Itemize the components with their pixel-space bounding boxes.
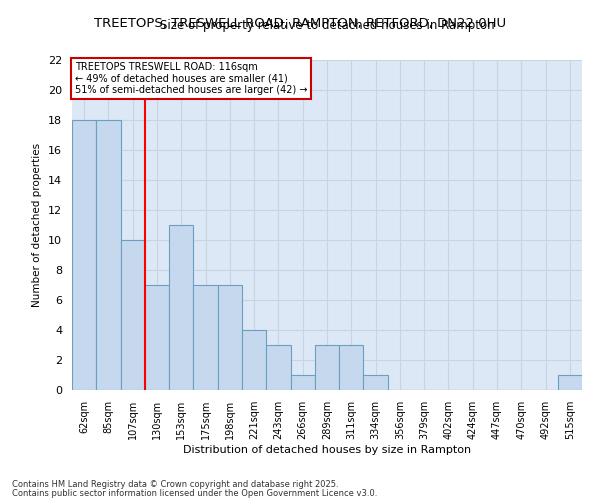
Bar: [558, 375, 582, 390]
X-axis label: Distribution of detached houses by size in Rampton: Distribution of detached houses by size …: [183, 444, 471, 454]
Bar: [218, 285, 242, 390]
Bar: [266, 345, 290, 390]
Bar: [242, 330, 266, 390]
Title: Size of property relative to detached houses in Rampton: Size of property relative to detached ho…: [160, 20, 494, 32]
Bar: [121, 240, 145, 390]
Bar: [339, 345, 364, 390]
Y-axis label: Number of detached properties: Number of detached properties: [32, 143, 43, 307]
Bar: [193, 285, 218, 390]
Bar: [315, 345, 339, 390]
Bar: [72, 120, 96, 390]
Bar: [145, 285, 169, 390]
Bar: [290, 375, 315, 390]
Bar: [169, 225, 193, 390]
Bar: [364, 375, 388, 390]
Text: Contains HM Land Registry data © Crown copyright and database right 2025.: Contains HM Land Registry data © Crown c…: [12, 480, 338, 489]
Text: TREETOPS, TRESWELL ROAD, RAMPTON, RETFORD, DN22 0HU: TREETOPS, TRESWELL ROAD, RAMPTON, RETFOR…: [94, 18, 506, 30]
Text: TREETOPS TRESWELL ROAD: 116sqm
← 49% of detached houses are smaller (41)
51% of : TREETOPS TRESWELL ROAD: 116sqm ← 49% of …: [74, 62, 307, 95]
Bar: [96, 120, 121, 390]
Text: Contains public sector information licensed under the Open Government Licence v3: Contains public sector information licen…: [12, 489, 377, 498]
